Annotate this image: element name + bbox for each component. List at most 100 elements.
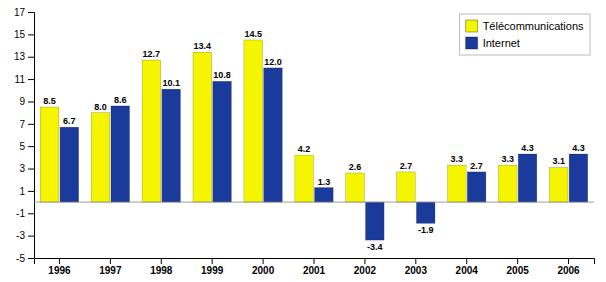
tick-mark	[517, 258, 518, 264]
tick-mark	[28, 101, 34, 102]
tick-label: 13	[14, 51, 26, 62]
data-label: 8.5	[43, 96, 56, 106]
bar	[91, 113, 110, 202]
bar	[549, 167, 568, 202]
tick-label: 11	[15, 74, 26, 85]
tick-mark	[28, 146, 34, 147]
data-labels: 8.58.012.713.414.54.22.62.73.33.33.16.78…	[43, 29, 584, 252]
x-tick: 2005	[507, 258, 530, 276]
tick-label: 2002	[354, 265, 377, 276]
tick-label: 2006	[557, 265, 580, 276]
y-tick: 15	[14, 29, 34, 40]
x-tick: 1997	[99, 258, 122, 276]
tick-mark	[28, 213, 34, 214]
data-label: 12.0	[264, 57, 282, 67]
data-label: 12.7	[143, 49, 161, 59]
y-tick: -5	[16, 253, 34, 264]
legend-item: Télécommunications	[466, 20, 584, 32]
x-tick: 2000	[252, 258, 275, 276]
data-label: 2.7	[400, 161, 413, 171]
x-tick: 1996	[48, 258, 71, 276]
tick-mark	[364, 258, 365, 264]
y-tick: 11	[15, 74, 34, 85]
tick-label: 2003	[405, 265, 428, 276]
bar	[142, 60, 161, 202]
bar	[346, 173, 365, 202]
data-label: 10.1	[162, 78, 180, 88]
legend-item: Internet	[466, 37, 520, 49]
y-axis: -5-3-11357911131517	[14, 7, 35, 264]
data-label: -1.9	[418, 225, 434, 235]
tick-label: 2001	[303, 265, 326, 276]
plot: -5-3-11357911131517199619971998199920002…	[14, 7, 595, 276]
data-label: 1.3	[318, 177, 331, 187]
data-label: 3.3	[501, 154, 514, 164]
tick-label: 15	[14, 29, 26, 40]
legend-label: Télécommunications	[483, 20, 584, 32]
tick-label: -1	[16, 208, 25, 219]
data-label: 10.8	[213, 70, 231, 80]
data-label: 4.3	[572, 143, 585, 153]
bar	[295, 155, 314, 202]
y-tick: -1	[16, 208, 34, 219]
tick-mark	[212, 258, 213, 264]
axis-line	[28, 13, 35, 259]
tick-mark	[28, 191, 34, 192]
bar	[60, 127, 79, 202]
bar	[366, 202, 385, 240]
tick-label: 1997	[99, 265, 122, 276]
tick-label: 7	[19, 119, 25, 130]
tick-label: 1998	[150, 265, 173, 276]
x-axis: 1996 1997 1998 1999 2000 2001 2002 2003 2004 2005…	[35, 258, 595, 276]
tick-mark	[28, 34, 34, 35]
tick-mark	[28, 124, 34, 125]
bar	[315, 188, 334, 203]
legend-swatch	[466, 37, 478, 49]
bar	[518, 154, 537, 202]
bar	[244, 40, 263, 202]
bars	[40, 40, 587, 240]
tick-label: 1999	[201, 265, 224, 276]
tick-label: 17	[14, 7, 26, 18]
tick-label: -5	[16, 253, 25, 264]
tick-mark	[59, 258, 60, 264]
y-tick: 1	[19, 186, 34, 197]
tick-mark	[161, 258, 162, 264]
data-label: 14.5	[244, 29, 262, 39]
axis-line	[35, 259, 595, 265]
bar	[40, 107, 59, 202]
zero-line	[34, 202, 594, 203]
tick-label: 2000	[252, 265, 275, 276]
bar	[264, 68, 283, 202]
tick-label: 2004	[456, 265, 479, 276]
y-tick: 7	[19, 119, 34, 130]
y-tick: 9	[19, 96, 34, 107]
bar	[498, 165, 517, 202]
bar	[448, 165, 467, 202]
data-label: -3.4	[367, 242, 383, 252]
chart: -5-3-11357911131517199619971998199920002…	[0, 0, 606, 282]
tick-label: -3	[16, 230, 25, 241]
tick-mark	[466, 258, 467, 264]
legend-label: Internet	[483, 37, 520, 49]
bar	[193, 52, 212, 202]
legend-swatch	[466, 20, 478, 32]
bar	[569, 154, 588, 202]
tick-mark	[263, 258, 264, 264]
x-tick: 2004	[456, 258, 479, 276]
tick-mark	[28, 169, 34, 170]
data-label: 8.6	[114, 95, 127, 105]
data-label: 8.0	[94, 102, 107, 112]
bar	[111, 106, 130, 202]
y-tick: 17	[14, 7, 34, 18]
tick-mark	[568, 258, 569, 264]
data-label: 4.2	[298, 144, 311, 154]
tick-mark	[28, 258, 34, 259]
y-tick: 5	[19, 141, 34, 152]
x-tick: 1998	[150, 258, 173, 276]
data-label: 2.7	[470, 161, 483, 171]
data-label: 2.6	[349, 162, 362, 172]
data-label: 4.3	[521, 143, 534, 153]
bar	[397, 172, 416, 202]
legend: Télécommunications Internet	[460, 14, 590, 55]
